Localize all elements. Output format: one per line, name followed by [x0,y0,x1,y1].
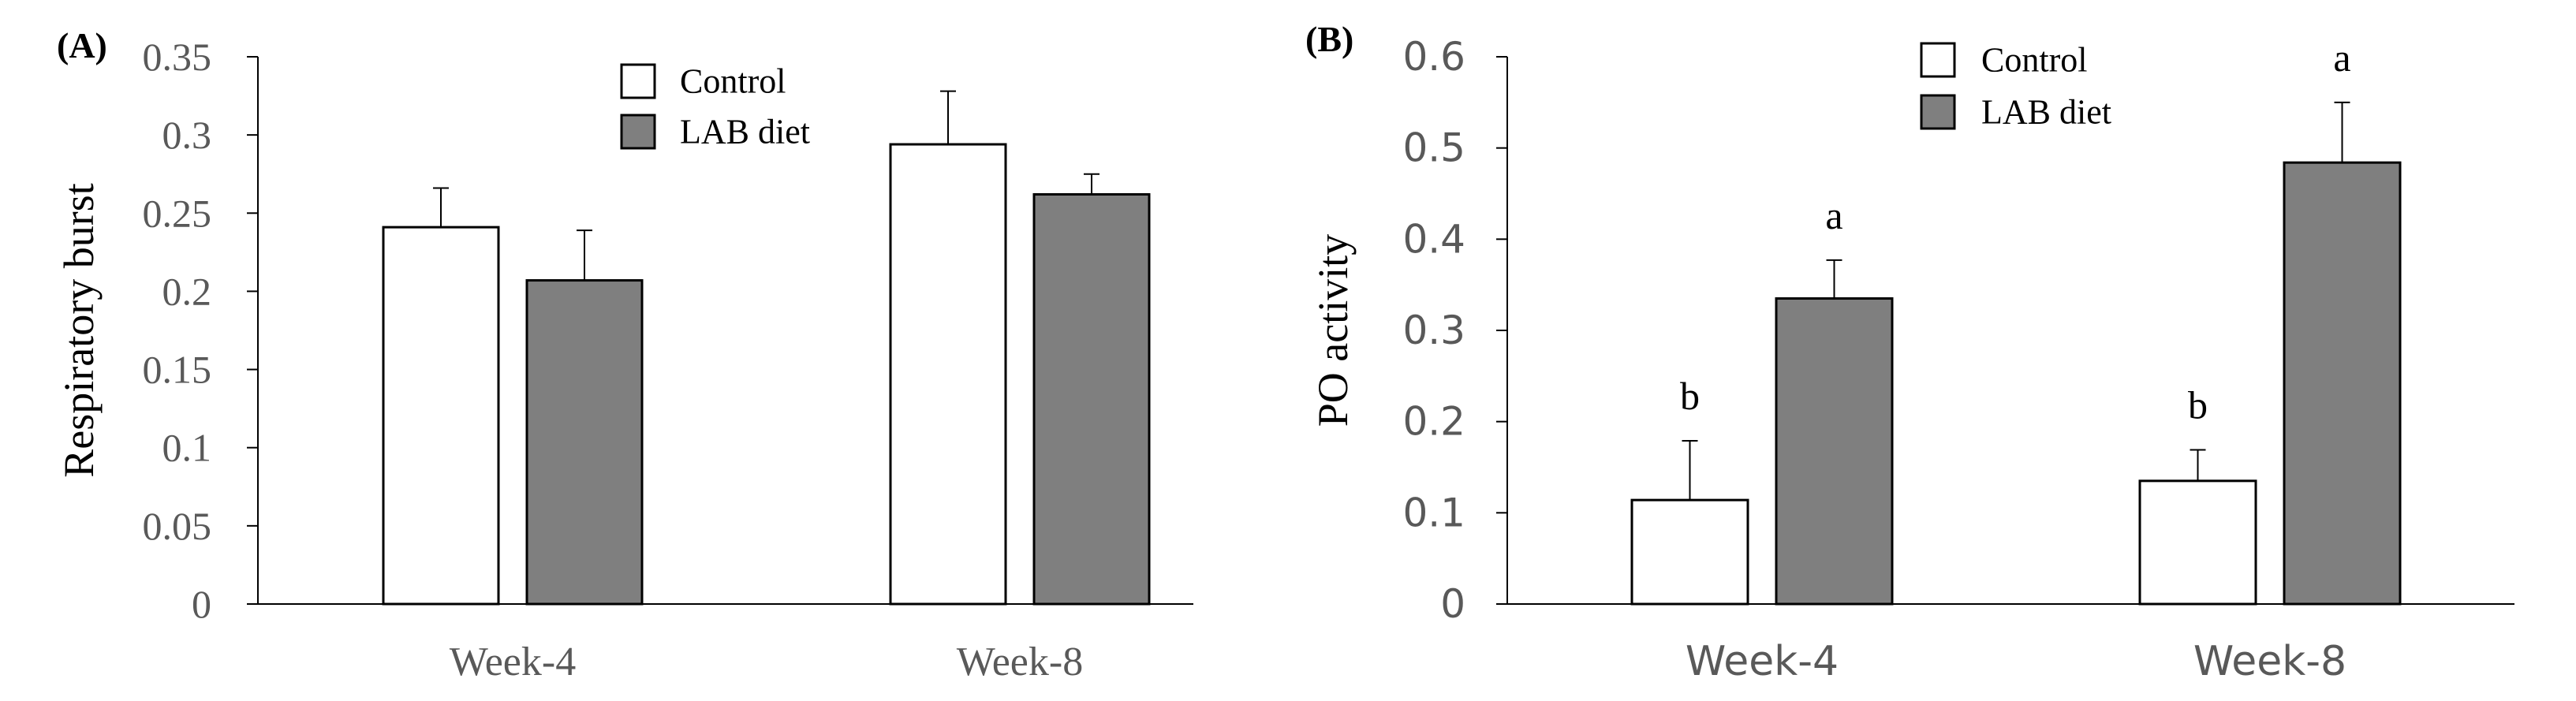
y-tick-label: 0 [192,582,211,626]
legend-label: Control [1981,41,2087,80]
legend-swatch [1920,94,1956,130]
y-tick-label: 0.2 [162,269,212,313]
panel-label: (A) [57,25,107,65]
y-tick-label: 0.3 [1402,308,1465,353]
y-tick-label: 0.1 [1402,490,1465,535]
legend-label: Control [680,62,786,101]
panel-b: (B) PO activity 0 0.1 0.2 0.3 0.4 0.5 0.6 Week-4 W… [1305,19,2514,685]
y-tick-label: 0.25 [143,191,212,235]
bar [1775,297,1894,606]
panel-a: (A) Respiratory burst 0 0.05 0.1 0.15 0.2 0.25 0… [55,25,1193,684]
y-axis-label: Respiratory burst [55,183,103,477]
y-tick-label: 0.5 [1402,125,1465,171]
y-tick-label: 0.1 [162,426,212,470]
y-tick-label: 0.2 [1402,399,1465,445]
y-axis-label: PO activity [1309,234,1357,427]
x-tick-label: Week-4 [450,639,576,684]
y-tick-label: 0.05 [143,504,212,548]
legend-swatch [620,114,656,150]
significance-label: b [2188,383,2208,427]
y-tick-label: 0.3 [162,113,212,157]
bar [1630,498,1749,606]
legend-label: LAB diet [1981,93,2111,132]
legend-label: LAB diet [680,113,810,151]
y-tick-label: 0.4 [1402,216,1465,262]
bar [889,143,1007,606]
bar [525,279,644,606]
bar [2138,479,2257,606]
significance-label: a [2333,35,2350,80]
panel-label: (B) [1305,19,1353,59]
y-tick-label: 0.35 [143,35,212,79]
y-tick-label: 0.15 [143,348,212,392]
y-tick-label: 0 [1440,581,1465,627]
legend-swatch [620,63,656,99]
x-tick-label: Week-4 [1686,638,1839,685]
x-tick-label: Week-8 [2193,638,2346,685]
bar [1032,192,1151,606]
bar [382,226,500,606]
legend-swatch [1920,42,1956,78]
x-tick-label: Week-8 [957,639,1083,684]
significance-label: a [1825,193,1842,237]
y-tick-label: 0.6 [1402,34,1465,80]
bar [2283,161,2402,606]
significance-label: b [1680,374,1700,418]
